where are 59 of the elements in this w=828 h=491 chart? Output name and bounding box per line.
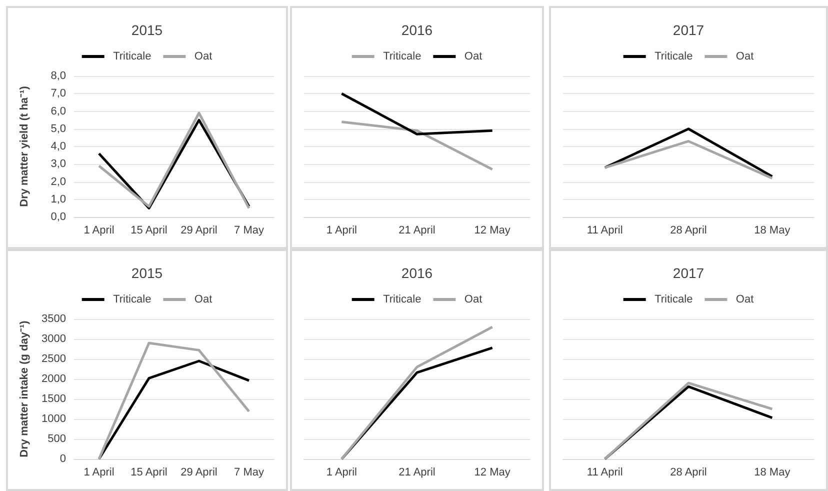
chart-title: 2015	[131, 22, 163, 38]
y-tick-label: 1,0	[50, 193, 66, 206]
chart-title: 2016	[401, 265, 433, 281]
x-tick-label: 1 April	[326, 224, 357, 236]
legend-label: Oat	[464, 294, 482, 306]
x-tick-label: 18 May	[754, 224, 791, 236]
x-tick-label: 21 April	[398, 466, 436, 478]
x-tick-label: 28 April	[670, 224, 707, 236]
x-tick-label: 18 May	[754, 466, 791, 478]
y-tick-label: 8,0	[50, 70, 66, 82]
y-tick-label: 1500	[42, 393, 66, 405]
x-tick-label: 15 April	[130, 466, 168, 478]
x-tick-label: 1 April	[84, 466, 114, 478]
line-series	[98, 342, 250, 460]
y-tick-label: 1000	[42, 413, 66, 425]
legend-label: Oat	[194, 50, 212, 62]
y-tick-label: 0,0	[50, 211, 66, 223]
x-tick-label: 1 April	[326, 466, 357, 478]
x-tick-label: 21 April	[398, 224, 436, 236]
y-tick-label: 6,0	[50, 105, 66, 118]
chart-title: 2016	[401, 22, 433, 38]
x-tick-label: 29 April	[180, 466, 218, 478]
y-tick-label: 3000	[42, 333, 66, 345]
x-tick-label: 1 April	[84, 224, 114, 236]
y-tick-label: 3500	[42, 313, 66, 325]
chart-title: 2017	[672, 22, 704, 38]
y-tick-label: 500	[48, 433, 66, 445]
y-tick-label: 2000	[42, 373, 66, 385]
x-tick-label: 7 May	[234, 224, 264, 236]
x-tick-label: 12 May	[474, 466, 511, 478]
x-tick-label: 12 May	[474, 224, 511, 236]
legend-label: Triticale	[654, 50, 693, 62]
y-tick-label: 5,0	[50, 122, 66, 135]
y-axis-title: Dry matter intake (g day⁻¹)	[18, 320, 30, 458]
legend-label: Oat	[736, 294, 754, 306]
x-tick-label: 28 April	[670, 466, 707, 478]
chart-title: 2015	[131, 265, 163, 281]
legend-label: Oat	[194, 294, 212, 306]
x-tick-label: 15 April	[130, 224, 168, 236]
legend-label: Triticale	[654, 294, 693, 306]
legend-label: Triticale	[383, 50, 422, 62]
x-tick-label: 11 April	[586, 466, 623, 478]
chart-title: 2017	[672, 265, 704, 281]
legend-label: Triticale	[383, 294, 422, 306]
x-tick-label: 7 May	[234, 466, 264, 478]
legend-label: Oat	[736, 50, 754, 62]
x-tick-label: 29 April	[180, 224, 218, 236]
y-axis-title: Dry matter yield (t ha⁻¹)	[18, 86, 30, 207]
line-series	[98, 360, 250, 460]
y-tick-label: 2500	[42, 353, 66, 365]
legend-label: Oat	[464, 50, 482, 62]
y-tick-label: 0	[60, 453, 66, 465]
y-tick-label: 2,0	[50, 176, 66, 188]
y-tick-label: 7,0	[50, 88, 66, 100]
legend-label: Triticale	[113, 294, 152, 306]
legend-label: Triticale	[113, 50, 152, 62]
y-tick-label: 4,0	[50, 140, 66, 152]
y-tick-label: 3,0	[50, 158, 66, 170]
x-tick-label: 11 April	[586, 224, 623, 236]
